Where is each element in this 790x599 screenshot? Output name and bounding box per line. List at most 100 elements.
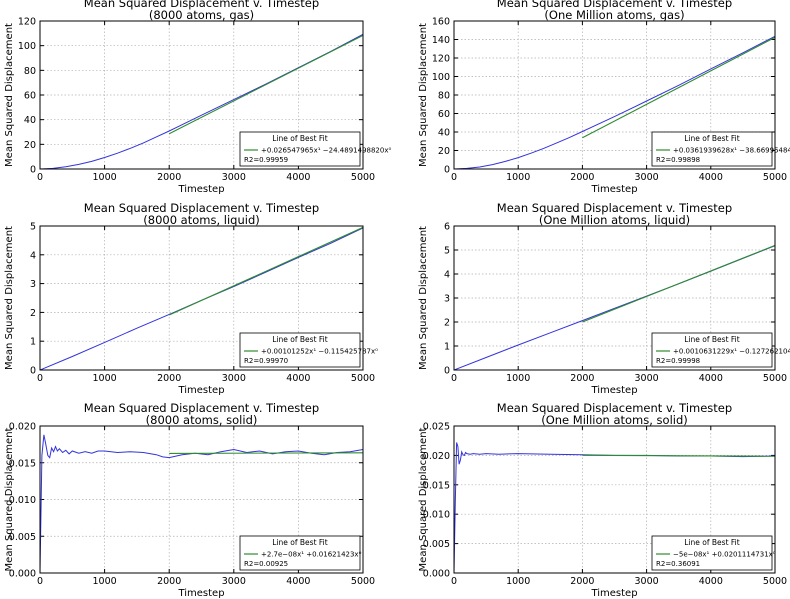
y-tick-label: 60	[438, 109, 450, 120]
x-tick-label: 3000	[635, 373, 659, 384]
legend-entry: +0.0010631229x¹ −0.127262104x⁰	[673, 348, 790, 356]
axes-frame	[39, 20, 364, 170]
chart-panel-5: Mean Squared Displacement v. Timestep(80…	[4, 401, 375, 599]
legend-box	[651, 332, 773, 368]
axes-frame	[39, 425, 364, 574]
legend-box	[651, 535, 773, 571]
legend-title: Line of Best Fit	[272, 335, 327, 344]
x-tick-label: 2000	[157, 576, 181, 587]
x-tick-label: 4000	[699, 373, 723, 384]
y-tick-label: 5	[30, 222, 36, 233]
x-tick-label: 5000	[763, 576, 787, 587]
legend-entry: +2.7e−08x¹ +0.01621423x⁰	[261, 551, 362, 559]
x-tick-label: 2000	[157, 172, 181, 183]
y-tick-label: 0.000	[9, 569, 36, 580]
chart-panel-1: Mean Squared Displacement v. Timestep(80…	[4, 0, 391, 195]
legend-entry: +0.00101252x¹ −0.115425787x⁰	[261, 348, 378, 356]
x-tick-label: 5000	[351, 172, 375, 183]
x-tick-label: 5000	[351, 373, 375, 384]
x-tick-label: 4000	[699, 576, 723, 587]
y-tick-label: 20	[24, 140, 36, 151]
legend: Line of Best Fit +0.026547965x¹ −24.48914…	[239, 131, 391, 167]
y-tick-label: 140	[432, 35, 450, 46]
legend-entry: −5e−08x¹ +0.0201114731x⁰	[673, 551, 776, 559]
chart-subtitle: (One Million atoms, gas)	[544, 8, 684, 22]
legend-r2: R2=0.00925	[244, 560, 288, 568]
y-tick-label: 0	[444, 366, 450, 377]
x-tick-label: 2000	[570, 373, 594, 384]
y-tick-label: 80	[438, 91, 450, 102]
x-tick-label: 1000	[506, 373, 530, 384]
legend-box	[239, 535, 361, 571]
y-tick-label: 2	[444, 318, 450, 329]
y-tick-label: 0.000	[423, 569, 450, 580]
x-axis-label: Timestep	[177, 385, 224, 396]
y-tick-label: 0.010	[9, 495, 36, 506]
x-tick-label: 5000	[763, 172, 787, 183]
x-axis-label: Timestep	[590, 184, 637, 195]
msd-data-line	[454, 35, 775, 169]
legend-box	[651, 131, 773, 167]
y-tick-label: 0.010	[423, 510, 450, 521]
y-axis-label: Mean Squared Displacement	[418, 226, 429, 370]
x-tick-label: 0	[451, 172, 457, 183]
y-tick-label: 40	[24, 115, 36, 126]
best-fit-line	[168, 226, 363, 316]
legend-entry: +0.026547965x¹ −24.4891498820x⁰	[261, 147, 391, 155]
x-axis-label: Timestep	[590, 588, 637, 599]
axes-frame	[39, 225, 364, 371]
legend-r2: R2=0.99898	[656, 156, 700, 164]
legend-title: Line of Best Fit	[684, 335, 739, 344]
chart-panel-6: Mean Squared Displacement v. Timestep(On…	[418, 401, 787, 599]
x-axis-label: Timestep	[590, 385, 637, 396]
x-tick-label: 2000	[157, 373, 181, 384]
y-tick-label: 160	[432, 17, 450, 28]
chart-panel-3: Mean Squared Displacement v. Timestep(80…	[4, 201, 378, 396]
legend-title: Line of Best Fit	[272, 538, 327, 547]
x-tick-label: 1000	[506, 576, 530, 587]
y-tick-label: 0	[444, 165, 450, 176]
chart-title: Mean Squared Displacement v. Timestep	[84, 201, 319, 215]
legend-r2: R2=0.36091	[656, 560, 700, 568]
x-tick-label: 3000	[222, 373, 246, 384]
y-axis-label: Mean Squared Displacement	[418, 427, 429, 571]
x-tick-label: 4000	[286, 576, 310, 587]
y-axis-label: Mean Squared Displacement	[418, 23, 429, 167]
y-tick-label: 0.005	[423, 539, 450, 550]
best-fit-line	[168, 34, 363, 135]
y-tick-label: 1	[444, 342, 450, 353]
y-tick-label: 100	[432, 72, 450, 83]
legend-box	[239, 131, 361, 167]
x-tick-label: 1000	[93, 576, 117, 587]
y-axis-label: Mean Squared Displacement	[4, 23, 15, 167]
x-tick-label: 4000	[286, 373, 310, 384]
y-tick-label: 4	[30, 250, 36, 261]
chart-title: Mean Squared Displacement v. Timestep	[497, 201, 732, 215]
y-axis-label: Mean Squared Displacement	[4, 427, 15, 571]
y-tick-label: 0.020	[9, 422, 36, 433]
legend-entry: +0.0361939628x¹ −38.6699548415x⁰	[673, 147, 790, 155]
y-tick-label: 60	[24, 91, 36, 102]
chart-panel-2: Mean Squared Displacement v. Timestep(On…	[418, 0, 790, 195]
y-tick-label: 80	[24, 66, 36, 77]
best-fit-line	[582, 36, 775, 139]
x-tick-label: 3000	[222, 576, 246, 587]
best-fit-line	[582, 244, 775, 323]
x-tick-label: 4000	[699, 172, 723, 183]
legend: Line of Best Fit +0.0361939628x¹ −38.6699…	[651, 131, 790, 167]
x-tick-label: 0	[37, 373, 43, 384]
y-tick-label: 4	[444, 270, 450, 281]
legend-r2: R2=0.99959	[244, 156, 288, 164]
x-tick-label: 3000	[635, 172, 659, 183]
legend-title: Line of Best Fit	[272, 134, 327, 143]
chart-subtitle: (One Million atoms, liquid)	[539, 213, 690, 227]
y-tick-label: 0.025	[423, 422, 450, 433]
chart-title: Mean Squared Displacement v. Timestep	[497, 0, 732, 10]
x-tick-label: 0	[37, 576, 43, 587]
axes-frame	[453, 425, 776, 574]
x-axis-label: Timestep	[177, 184, 224, 195]
legend: Line of Best Fit +0.00101252x¹ −0.1154257…	[239, 332, 378, 368]
y-tick-label: 3	[444, 294, 450, 305]
x-tick-label: 4000	[286, 172, 310, 183]
